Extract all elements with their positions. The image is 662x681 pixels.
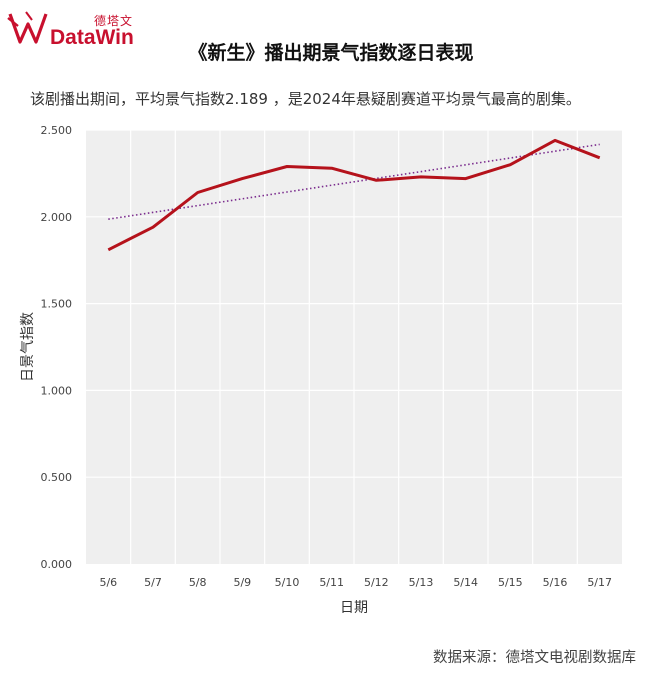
x-tick-label: 5/9: [233, 576, 251, 589]
x-tick-label: 5/16: [543, 576, 568, 589]
y-tick-label: 0.500: [41, 471, 73, 484]
x-tick-label: 5/10: [275, 576, 300, 589]
x-tick-label: 5/8: [189, 576, 207, 589]
y-tick-label: 2.500: [41, 124, 73, 137]
x-tick-label: 5/11: [319, 576, 344, 589]
x-tick-label: 5/14: [453, 576, 478, 589]
y-axis-label: 日景气指数: [20, 312, 36, 382]
brand-name-cn: 德塔文: [94, 14, 134, 28]
chart-subtitle: 该剧播出期间，平均景气指数2.189 ，是2024年悬疑剧赛道平均景气最高的剧集…: [30, 90, 581, 108]
x-tick-label: 5/17: [587, 576, 612, 589]
datawin-logo: 德塔文 DataWin: [6, 8, 136, 52]
chart-title: 《新生》播出期景气指数逐日表现: [188, 42, 474, 64]
brand-name-en: DataWin: [50, 26, 134, 49]
y-tick-label: 0.000: [41, 558, 73, 571]
datawin-logo-mark: [7, 11, 48, 44]
x-tick-label: 5/12: [364, 576, 389, 589]
x-tick-labels: 5/6 5/7 5/8 5/9 5/10 5/11 5/12 5/13 5/14 5/15 5/16…: [99, 576, 612, 589]
gridlines: [86, 129, 622, 564]
series-line: [107, 138, 601, 252]
y-tick-label: 2.000: [41, 211, 73, 224]
x-tick-label: 5/15: [498, 576, 523, 589]
y-tick-label: 1.500: [41, 298, 73, 311]
y-tick-labels: 0.000 0.500 1.000 1.500 2.000 2.500: [41, 124, 73, 571]
y-tick-label: 1.000: [41, 384, 73, 397]
trend-line: [108, 143, 600, 220]
data-source: 数据来源：德塔文电视剧数据库: [433, 650, 636, 666]
x-tick-label: 5/7: [144, 576, 162, 589]
x-tick-label: 5/13: [409, 576, 434, 589]
x-tick-label: 5/6: [99, 576, 117, 589]
x-axis-label: 日期: [340, 600, 368, 616]
